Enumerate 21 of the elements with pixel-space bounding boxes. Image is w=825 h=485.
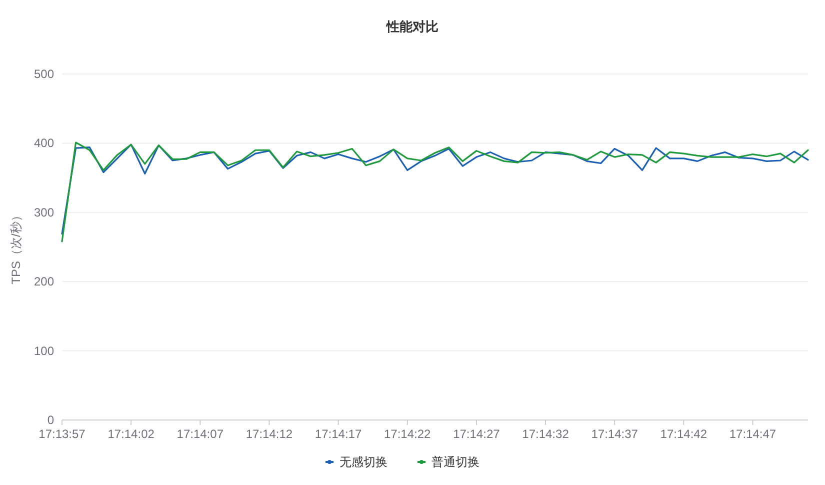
- x-tick-label: 17:14:12: [246, 427, 293, 441]
- y-tick-label: 200: [34, 274, 54, 289]
- y-tick-label: 0: [47, 413, 54, 427]
- x-tick-label: 17:14:17: [314, 427, 362, 441]
- legend-label: 普通切换: [432, 455, 480, 469]
- y-tick-label: 300: [34, 205, 54, 220]
- y-tick-label: 400: [34, 136, 54, 150]
- y-axis-title: TPS（次/秒）: [9, 210, 23, 284]
- x-tick-label: 17:14:32: [522, 427, 570, 441]
- x-tick-label: 17:14:27: [453, 427, 500, 441]
- x-tick-label: 17:13:57: [38, 427, 86, 441]
- legend-label: 无感切换: [340, 455, 388, 469]
- x-tick-label: 17:14:07: [176, 427, 224, 441]
- x-tick-label: 17:14:37: [591, 427, 638, 441]
- y-tick-label: 100: [34, 344, 54, 358]
- chart-title: 性能对比: [386, 19, 438, 34]
- y-tick-label: 500: [34, 67, 54, 81]
- x-tick-label: 17:14:47: [729, 427, 776, 441]
- x-tick-label: 17:14:42: [660, 427, 708, 441]
- x-tick-label: 17:14:02: [108, 427, 155, 441]
- x-tick-label: 17:14:22: [384, 427, 432, 441]
